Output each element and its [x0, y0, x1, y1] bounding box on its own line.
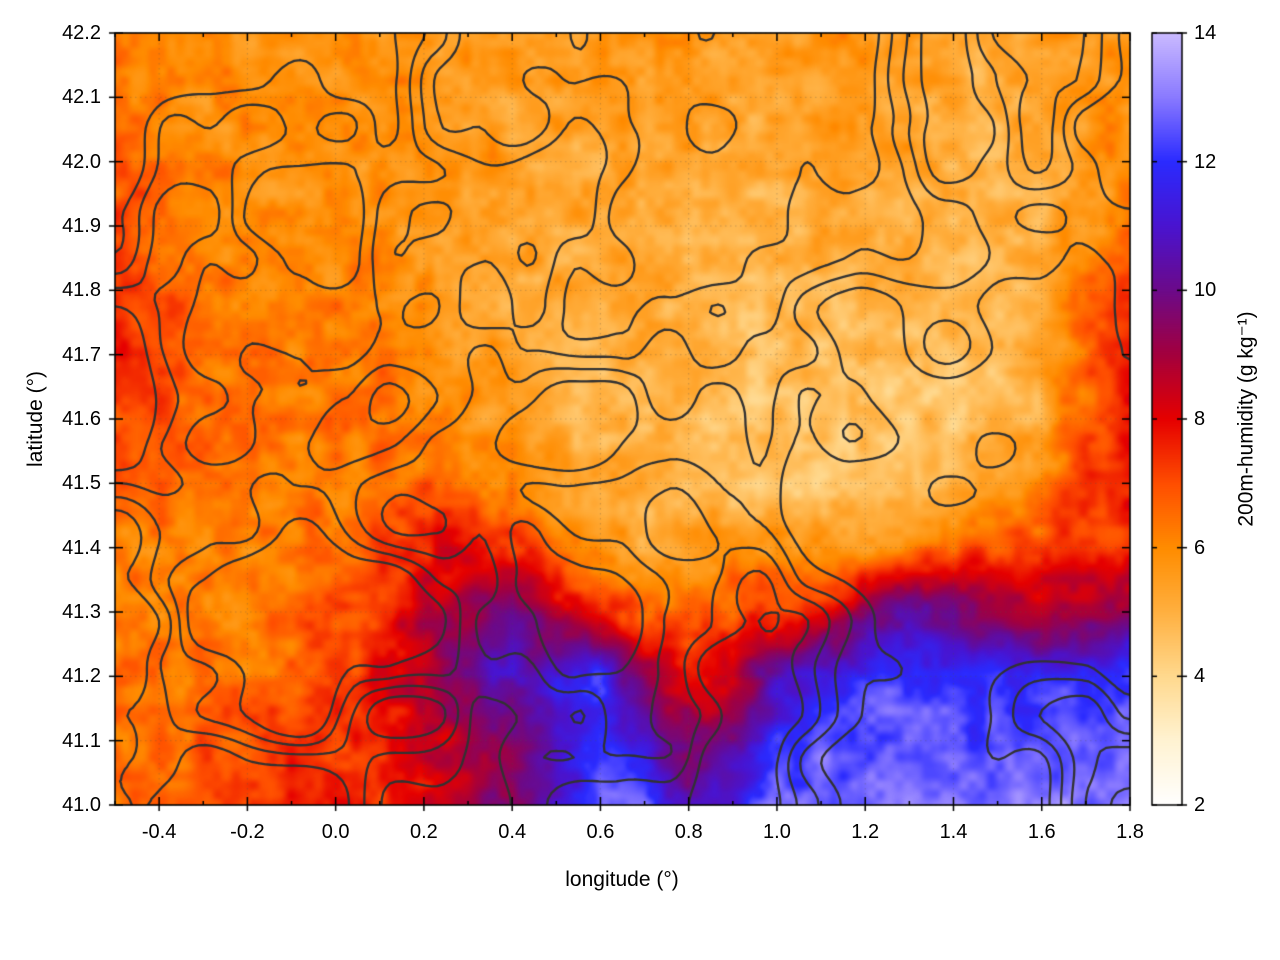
y-tick-label: 41.4: [62, 536, 101, 559]
x-tick-label: 1.2: [851, 821, 880, 843]
colorbar-axis-label: 200m-humidity (g kg⁻¹): [1234, 311, 1258, 527]
y-tick-label: 42.2: [62, 22, 101, 44]
x-tick-label: 0.2: [410, 821, 438, 843]
y-tick-label: 41.8: [62, 279, 101, 302]
colorbar-tick-label: 2: [1194, 794, 1206, 816]
y-axis-label: latitude (°): [24, 371, 47, 467]
y-tick-label: 41.3: [62, 601, 101, 623]
colorbar-tick-label: 12: [1194, 150, 1217, 173]
x-tick-label: 1.4: [939, 821, 968, 843]
x-tick-label: 1.0: [763, 821, 791, 843]
colorbar-tick-label: 14: [1194, 22, 1217, 44]
x-tick-label: 0.6: [586, 821, 615, 843]
y-tick-label: 41.9: [62, 215, 101, 237]
y-tick-label: 41.1: [62, 729, 101, 752]
y-tick-label: 42.0: [62, 150, 101, 173]
x-axis-label: longitude (°): [565, 868, 679, 891]
colorbar-tick-label: 10: [1194, 279, 1217, 302]
x-tick-label: 0.4: [498, 821, 527, 843]
colorbar-tick-label: 4: [1194, 665, 1206, 688]
colorbar-tick-label: 8: [1194, 408, 1206, 430]
y-tick-label: 42.1: [62, 86, 101, 109]
y-tick-label: 41.0: [62, 794, 101, 816]
x-tick-label: 0.8: [674, 821, 703, 843]
y-tick-label: 41.5: [62, 472, 101, 495]
y-tick-label: 41.2: [62, 665, 101, 688]
y-tick-label: 41.7: [62, 343, 101, 366]
x-tick-label: 1.6: [1027, 821, 1056, 843]
y-tick-label: 41.6: [62, 408, 101, 430]
heatmap-plot-canvas: [101, 19, 1144, 819]
x-tick-label: -0.4: [141, 821, 177, 843]
x-tick-label: 1.8: [1116, 821, 1144, 843]
x-tick-label: -0.2: [230, 821, 265, 843]
colorbar-canvas: [1138, 19, 1196, 819]
colorbar-tick-label: 6: [1194, 536, 1206, 559]
x-tick-label: 0.0: [321, 821, 350, 843]
